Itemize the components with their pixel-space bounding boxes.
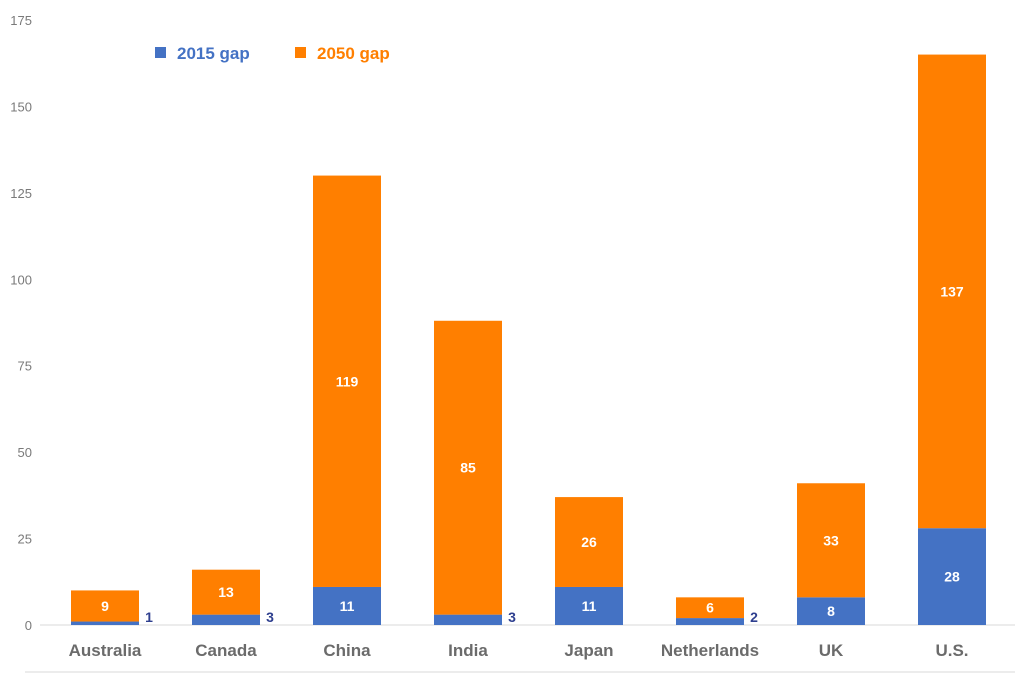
data-label-2015: 1	[145, 609, 153, 625]
bar-2015-gap	[71, 621, 139, 625]
bar-group: 26	[676, 597, 758, 625]
bar-group: 11 26	[555, 497, 623, 625]
bar-2015-gap	[313, 586, 381, 625]
data-label-2050: 33	[823, 532, 839, 548]
x-category-label: Netherlands	[661, 641, 759, 660]
data-label-2050: 26	[581, 534, 597, 550]
x-category-label: India	[448, 641, 488, 660]
bar-2050-gap	[313, 175, 381, 587]
data-label-2050: 137	[940, 283, 964, 299]
legend-swatch	[295, 47, 306, 58]
y-tick-label: 50	[18, 445, 32, 460]
data-label-2015: 3	[508, 609, 516, 625]
data-label-2050: 119	[336, 373, 359, 389]
bar-2015-gap	[555, 586, 623, 625]
y-tick-label: 25	[18, 532, 32, 547]
bar-2015-gap	[192, 614, 260, 625]
y-tick-label: 75	[18, 359, 32, 374]
x-category-label: UK	[819, 641, 844, 660]
bar-2015-gap	[918, 528, 986, 625]
legend-swatch	[155, 47, 166, 58]
y-tick-label: 175	[10, 13, 32, 28]
data-label-2015: 11	[582, 598, 597, 614]
y-tick-label: 125	[10, 186, 32, 201]
data-label-2015: 11	[340, 598, 355, 614]
data-label-2015: 2	[750, 609, 758, 625]
bar-2015-gap	[797, 597, 865, 625]
data-label-2015: 28	[944, 569, 960, 585]
bar-2050-gap	[918, 54, 986, 529]
legend: 2015 gap 2050 gap	[155, 44, 390, 63]
bar-2050-gap	[71, 590, 139, 622]
data-label-2015: 3	[266, 609, 274, 625]
x-category-label: China	[323, 641, 371, 660]
bar-2050-gap	[555, 497, 623, 587]
y-tick-label: 100	[10, 272, 32, 287]
bar-group: 3 85	[434, 320, 516, 625]
data-label-2015: 8	[827, 603, 835, 619]
x-axis-labels: Australia Canada China India Japan Netherland…	[69, 641, 969, 660]
bar-group: 3 13	[192, 569, 274, 625]
y-axis: 0 25 50 75 100 125 150 175	[10, 13, 32, 633]
data-label-2050: 13	[218, 584, 234, 600]
bar-group: 11 119	[313, 175, 381, 625]
x-category-label: Australia	[69, 641, 142, 660]
legend-label: 2050 gap	[317, 44, 390, 63]
bar-2050-gap	[676, 597, 744, 619]
y-tick-label: 0	[25, 618, 32, 633]
bar-2050-gap	[434, 320, 502, 615]
bar-2015-gap	[434, 614, 502, 625]
bar-group: 28 137	[918, 54, 986, 625]
bar-2050-gap	[192, 569, 260, 615]
bar-group: 19	[71, 590, 153, 625]
data-label-2050: 85	[460, 460, 476, 476]
data-label-2050: 6	[706, 600, 714, 616]
bar-group: 8 33	[797, 483, 865, 625]
bar-2050-gap	[797, 483, 865, 598]
x-category-label: U.S.	[935, 641, 968, 660]
data-label-2050: 9	[101, 598, 109, 614]
x-category-label: Canada	[195, 641, 257, 660]
x-category-label: Japan	[564, 641, 613, 660]
legend-label: 2015 gap	[177, 44, 250, 63]
y-tick-label: 150	[10, 99, 32, 114]
bar-2015-gap	[676, 618, 744, 625]
